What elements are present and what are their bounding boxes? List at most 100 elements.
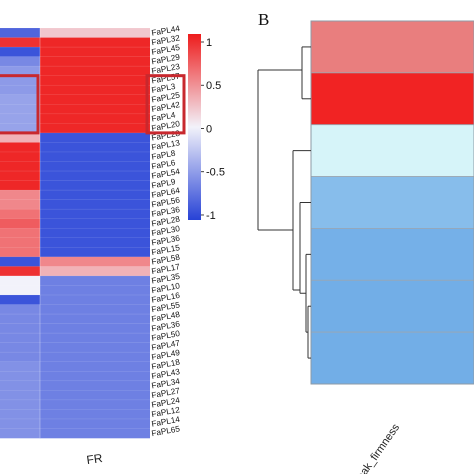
heatmap-cell xyxy=(40,399,150,410)
row-label: FaPL3 xyxy=(151,82,177,95)
heatmap-cell xyxy=(40,304,150,315)
row-label: FaPL4 xyxy=(151,110,177,123)
heatmap-cell xyxy=(40,209,150,219)
heatmap-cell xyxy=(310,228,474,281)
heatmap-cell xyxy=(40,323,150,334)
heatmap-cell xyxy=(0,304,40,315)
heatmap-cell xyxy=(0,266,40,277)
heatmap-cell xyxy=(40,314,150,324)
heatmap-cell xyxy=(310,331,474,385)
heatmap-cell xyxy=(40,228,150,239)
heatmap-cell xyxy=(0,323,40,334)
heatmap-cell xyxy=(310,176,474,229)
heatmap-cell xyxy=(310,124,474,177)
heatmap-cell xyxy=(40,418,150,429)
heatmap-cell xyxy=(0,56,40,67)
heatmap-cell xyxy=(0,418,40,429)
panel-b-letter: B xyxy=(258,10,269,29)
heatmap-cell xyxy=(0,132,40,143)
heatmap-cell xyxy=(40,56,150,67)
row-label: FaPL6 xyxy=(151,158,177,171)
heatmap-cell xyxy=(0,75,40,86)
colorbar-tick-label: 0.5 xyxy=(206,80,221,92)
heatmap-cell xyxy=(0,104,40,115)
row-label: FaPL8 xyxy=(151,149,177,162)
heatmap-cell xyxy=(40,237,150,248)
heatmap-cell xyxy=(0,237,40,248)
heatmap-cell xyxy=(40,352,150,363)
heatmap-cell xyxy=(310,279,474,333)
heatmap-cell xyxy=(40,104,150,115)
heatmap-cell xyxy=(40,75,150,86)
colorbar-tick-label: 1 xyxy=(206,37,212,49)
heatmap-cell xyxy=(0,361,40,372)
colorbar-gradient xyxy=(188,34,201,220)
heatmap-cell xyxy=(0,113,40,124)
heatmap-cell xyxy=(0,275,40,286)
panel-b-heatmap: Weak_firmness xyxy=(310,20,474,474)
heatmap-cell xyxy=(0,37,40,48)
heatmap-cell xyxy=(0,190,40,200)
heatmap-cell xyxy=(40,247,150,258)
heatmap-cell xyxy=(40,199,150,210)
heatmap-cell xyxy=(40,218,150,229)
heatmap-cell xyxy=(0,285,40,296)
heatmap-cell xyxy=(0,142,40,153)
heatmap-cell xyxy=(0,199,40,210)
heatmap-cell xyxy=(0,85,40,96)
heatmap-cell xyxy=(40,113,150,124)
row-label: FaPL9 xyxy=(151,177,177,190)
heatmap-cell xyxy=(40,390,150,401)
highlight-box-left xyxy=(0,74,40,135)
heatmap-cell xyxy=(0,151,40,162)
heatmap-cell xyxy=(40,47,150,57)
colorbar-tick-label: 0 xyxy=(206,123,212,135)
heatmap-cell xyxy=(40,94,150,105)
heatmap-cell xyxy=(40,428,150,439)
heatmap-cell xyxy=(0,161,40,172)
heatmap-cell xyxy=(0,352,40,363)
panel-a-colorbar: 1 0.5 0 -0.5 -1 xyxy=(188,34,225,222)
heatmap-cell xyxy=(40,275,150,286)
heatmap-cell xyxy=(0,371,40,382)
heatmap-cell xyxy=(0,28,40,38)
heatmap-cell xyxy=(40,380,150,391)
heatmap-cell xyxy=(0,409,40,420)
heatmap-cell xyxy=(40,180,150,191)
heatmap-cell xyxy=(40,371,150,382)
heatmap-cell xyxy=(40,28,150,38)
heatmap-cell xyxy=(40,66,150,76)
heatmap-cell xyxy=(0,342,40,353)
heatmap-cell xyxy=(0,399,40,410)
heatmap-cell xyxy=(0,47,40,57)
heatmap-cell xyxy=(0,218,40,229)
heatmap-cell xyxy=(0,428,40,439)
heatmap-cell xyxy=(0,333,40,343)
heatmap-cell xyxy=(0,66,40,76)
heatmap-cell xyxy=(40,132,150,143)
panel-b-dendrogram xyxy=(257,46,311,359)
heatmap-cell xyxy=(0,247,40,258)
heatmap-cell xyxy=(40,361,150,372)
column-label: Weak_firmness xyxy=(349,421,402,474)
heatmap-cell xyxy=(40,151,150,162)
heatmap-cell xyxy=(40,123,150,134)
heatmap-cell xyxy=(40,142,150,153)
colorbar-tick-label: -1 xyxy=(206,210,216,222)
heatmap-cell xyxy=(0,314,40,324)
heatmap-cell xyxy=(0,380,40,391)
heatmap-cell xyxy=(40,161,150,172)
heatmap-cell xyxy=(40,37,150,48)
heatmap-cell xyxy=(0,294,40,305)
heatmap-cell xyxy=(40,256,150,267)
column-label: FR xyxy=(86,451,104,467)
heatmap-cell xyxy=(0,209,40,219)
panel-a-heatmap: FaPL44FaPL32FaPL45FaPL29FaPL23FaPL57FaPL… xyxy=(0,24,186,467)
heatmap-cell xyxy=(0,256,40,267)
heatmap-cell xyxy=(0,180,40,191)
heatmap-cell xyxy=(310,20,474,74)
highlight-box-labels xyxy=(145,74,186,135)
colorbar-tick-label: -0.5 xyxy=(206,167,225,179)
heatmap-cell xyxy=(40,85,150,96)
